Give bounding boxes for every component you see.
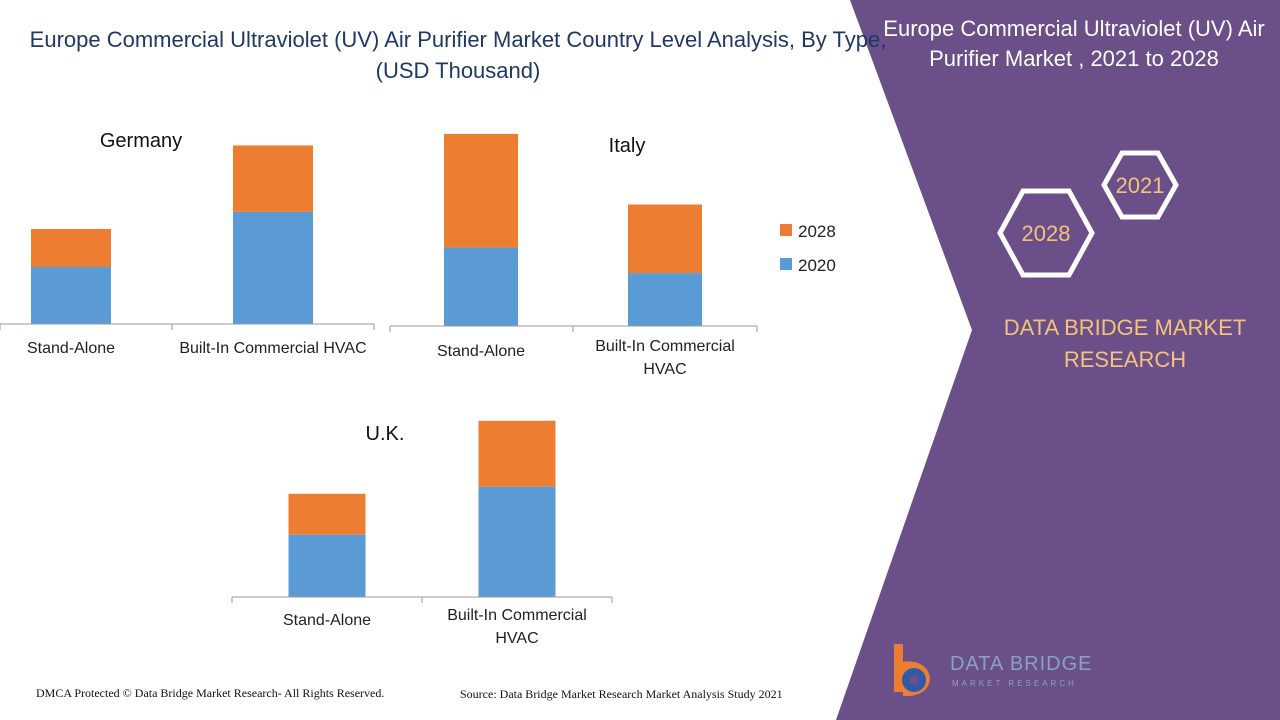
- legend-swatch-2020: [780, 258, 792, 270]
- category-label: Built-In Commercial HVAC: [179, 340, 366, 357]
- category-label: Stand-Alone: [437, 343, 525, 360]
- data-bridge-logo: DATA BRIDGE MARKET RESEARCH: [894, 644, 1093, 696]
- bar-uk-1-2020: [478, 486, 556, 597]
- legend-label-2028: 2028: [798, 222, 836, 241]
- footer-copyright: DMCA Protected © Data Bridge Market Rese…: [36, 686, 385, 700]
- year-hexagons: 2021 2028: [997, 150, 1179, 278]
- main-title: Europe Commercial Ultraviolet (UV) Air P…: [29, 27, 887, 83]
- category-label: Stand-Alone: [27, 340, 115, 357]
- category-label: Built-In Commercial HVAC: [595, 338, 735, 378]
- brand-text: DATA BRIDGE MARKET RESEARCH: [1003, 315, 1247, 372]
- legend-label-2020: 2020: [798, 256, 836, 275]
- bar-italy-0-2028: [444, 133, 518, 248]
- logo-sub: MARKET RESEARCH: [952, 679, 1077, 688]
- category-label: Built-In Commercial HVAC: [447, 607, 587, 647]
- legend-swatch-2028: [780, 224, 792, 236]
- chart-title-1: Italy: [609, 135, 646, 157]
- footer-source: Source: Data Bridge Market Research Mark…: [460, 687, 783, 701]
- bar-germany-1-2020: [233, 211, 313, 324]
- panel-shape: [836, 0, 1280, 720]
- country-charts: Germany Stand-Alone Built-In Commercial HV…: [0, 130, 836, 647]
- logo-mark-icon: [894, 644, 930, 696]
- panel-title: Europe Commercial Ultraviolet (UV) Air P…: [883, 16, 1265, 71]
- bar-germany-1-2028: [233, 145, 313, 212]
- bar-italy-1-2028: [628, 204, 702, 274]
- bar-germany-0-2028: [31, 229, 111, 267]
- bar-uk-1-2028: [478, 420, 556, 487]
- bar-italy-1-2020: [628, 273, 702, 326]
- chart-title-0: Germany: [100, 130, 182, 152]
- bar-germany-0-2020: [31, 267, 111, 324]
- category-label: Stand-Alone: [283, 612, 371, 629]
- chart-title-2: U.K.: [366, 423, 405, 445]
- logo-name: DATA BRIDGE: [950, 653, 1093, 675]
- bar-italy-0-2020: [444, 247, 518, 326]
- hexagon-2028: [997, 188, 1095, 278]
- bar-uk-0-2028: [288, 493, 366, 535]
- hex-year-2028: 2028: [1022, 221, 1071, 246]
- hexagon-2021: [1101, 150, 1179, 220]
- hex-year-2021: 2021: [1116, 173, 1165, 198]
- bar-uk-0-2020: [288, 534, 366, 597]
